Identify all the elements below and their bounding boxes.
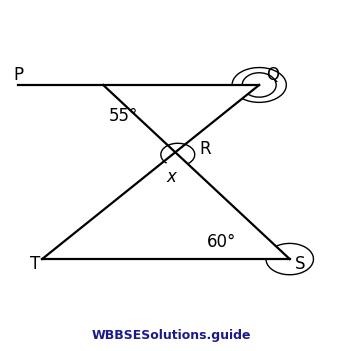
Text: WBBSESolutions.guide: WBBSESolutions.guide xyxy=(91,329,251,342)
Text: T: T xyxy=(30,255,40,273)
Text: P: P xyxy=(13,66,23,84)
Text: 55°: 55° xyxy=(109,107,138,125)
Text: Q: Q xyxy=(266,66,279,84)
Text: S: S xyxy=(295,255,305,273)
Text: 60°: 60° xyxy=(207,233,237,251)
Text: x: x xyxy=(166,168,176,186)
Text: R: R xyxy=(199,140,211,158)
